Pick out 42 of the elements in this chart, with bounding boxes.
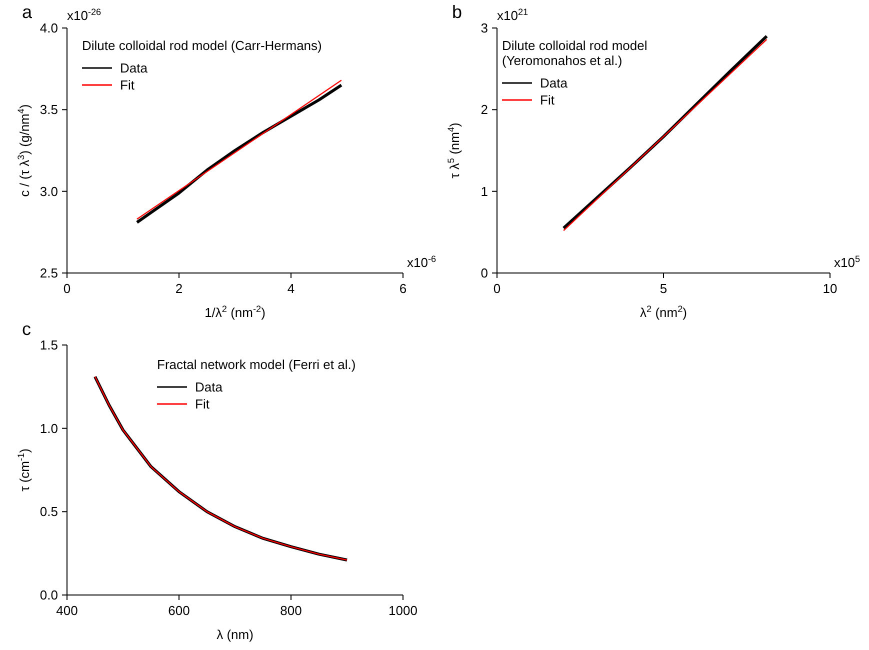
y-tick-label: 1 [480, 184, 488, 199]
x-tick-label: 5 [660, 281, 668, 296]
legend-label: Fit [540, 92, 555, 108]
legend-label: Data [120, 60, 148, 76]
x-tick-label: 0 [493, 281, 501, 296]
y-tick-label: 4.0 [40, 20, 58, 36]
x-tick-label: 800 [280, 603, 302, 618]
legend-title: Dilute colloidal rod model (Carr-Hermans) [82, 38, 322, 53]
text: x10$^{-6}$ [407, 254, 436, 270]
x-tick-label: 400 [56, 603, 78, 618]
y-tick-label: 2.5 [40, 266, 58, 281]
x-tick-label: 4 [287, 281, 295, 296]
text: x10$^{5}$ [834, 254, 860, 270]
chart-title: c [22, 319, 31, 339]
y-tick-label: 3.5 [40, 102, 58, 118]
legend-title: Fractal network model (Ferri et al.) [157, 357, 356, 372]
x-tick-label: 6 [399, 281, 407, 296]
y-tick-label: 2 [480, 102, 488, 118]
text: x10$^{-26}$ [67, 7, 102, 23]
x-axis-title: 1/λ$^{2}$ (nm$^{-2}$) [204, 304, 266, 320]
y-tick-label: 0 [480, 266, 488, 281]
x-tick-label: 600 [168, 603, 190, 618]
x-tick-label: 2 [175, 281, 183, 296]
x-tick-label: 0 [63, 281, 71, 296]
y-tick-label: 0.0 [40, 588, 58, 603]
text: x10$^{21}$ [497, 7, 528, 23]
legend-label: Fit [195, 396, 210, 412]
legend-label: Data [540, 76, 568, 91]
x-tick-label: 1000 [388, 603, 418, 618]
legend-title: Dilute colloidal rod model (Yeromonahos et al.) [502, 38, 648, 68]
y-tick-label: 0.5 [40, 504, 58, 520]
x-axis-title: λ$^{2}$ (nm$^{2}$) [640, 304, 687, 320]
y-tick-label: 3.0 [40, 184, 58, 199]
legend-label: Fit [120, 78, 135, 93]
chart-title: a [22, 2, 33, 22]
y-tick-label: 3 [480, 20, 488, 36]
x-tick-label: 10 [822, 281, 838, 296]
y-tick-label: 1.0 [40, 420, 58, 436]
legend-label: Data [195, 380, 224, 395]
x-axis-title: λ (nm) [216, 627, 254, 642]
chart-title: b [452, 2, 462, 22]
y-tick-label: 1.5 [40, 338, 58, 353]
